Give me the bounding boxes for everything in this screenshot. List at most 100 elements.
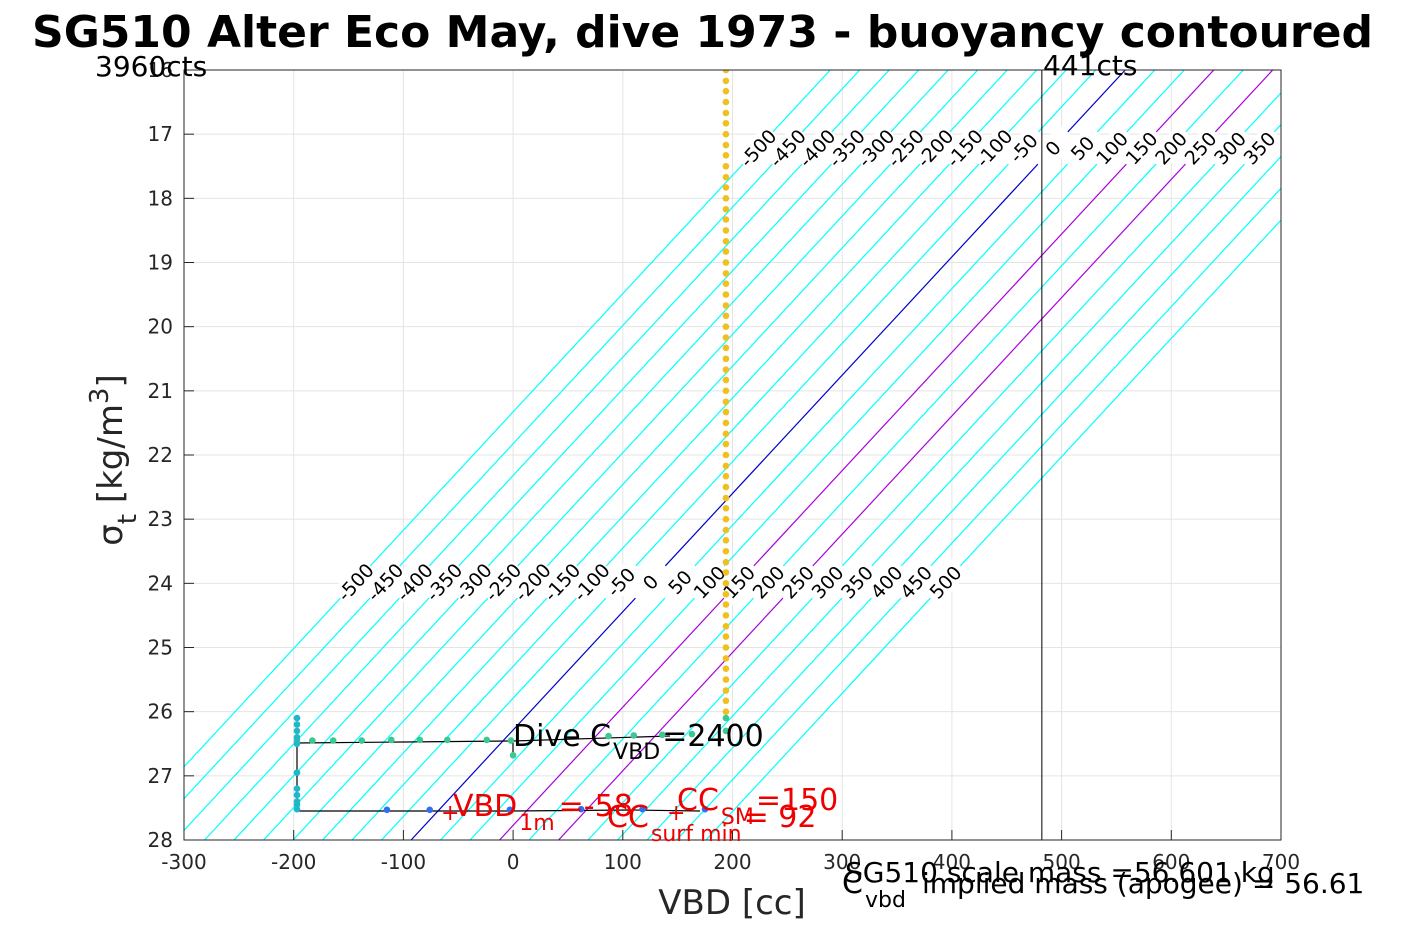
vbd-1m-annotation: VBD1m =-58 xyxy=(453,789,633,836)
data-point xyxy=(722,714,730,722)
y-tick-label: 16 xyxy=(148,58,173,82)
data-point xyxy=(722,109,730,117)
data-point xyxy=(293,721,301,728)
data-point xyxy=(722,483,730,491)
data-point xyxy=(293,727,301,735)
contour-label-bg xyxy=(863,558,910,606)
x-tick-label: -300 xyxy=(161,850,206,874)
y-tick-label: 25 xyxy=(148,636,173,660)
data-point xyxy=(722,494,730,502)
data-point xyxy=(722,280,730,287)
x-tick-label: 300 xyxy=(823,850,861,874)
contour-label-bg xyxy=(656,558,703,606)
dive-c-label: Dive C xyxy=(513,719,611,754)
contour-label-bg xyxy=(597,558,644,606)
data-point xyxy=(605,732,612,740)
contour-label-bg xyxy=(361,558,408,606)
data-point xyxy=(722,727,730,735)
data-point xyxy=(722,87,730,95)
cc-surf-sub: surf min xyxy=(651,822,742,847)
data-point xyxy=(722,612,730,619)
data-point xyxy=(293,714,301,722)
contour-label-bg xyxy=(1147,124,1194,172)
data-point xyxy=(722,419,730,427)
c-vbd-label: Cvbd xyxy=(842,866,906,913)
data-point xyxy=(722,569,730,576)
data-point xyxy=(309,737,316,744)
contour-label-bg xyxy=(686,558,733,606)
data-point xyxy=(722,408,730,416)
data-point xyxy=(722,227,730,234)
contour-label-bg xyxy=(1059,124,1106,172)
data-point xyxy=(722,195,730,202)
vbd-1m-sub: 1m xyxy=(519,811,554,836)
chart-title: SG510 Alter Eco May, dive 1973 - buoyanc… xyxy=(32,7,1373,58)
contour-line xyxy=(528,70,1244,840)
x-tick-label: 0 xyxy=(507,850,520,874)
contour-label-bg xyxy=(804,558,851,606)
data-point xyxy=(507,737,515,744)
cc-surf-annotation: CCsurf min= 92 xyxy=(607,800,816,847)
data-point xyxy=(722,152,730,159)
y-tick-label: 26 xyxy=(148,700,173,724)
data-point xyxy=(416,736,424,744)
contour-line xyxy=(292,70,1008,840)
contour-label-bg xyxy=(823,124,870,172)
y-axis-label-symbol: σ xyxy=(91,524,131,546)
data-point xyxy=(293,785,301,792)
data-point xyxy=(722,366,730,373)
data-point xyxy=(722,119,730,127)
data-point xyxy=(722,644,730,651)
c-vbd-text: C xyxy=(842,866,863,901)
axis-ticks: -300 -200 -100 0 100 200 300 400 500 600 700 16 17 18… xyxy=(148,58,1301,874)
contour-line xyxy=(381,70,1097,840)
data-point xyxy=(509,752,517,759)
contour-lines xyxy=(184,70,1281,840)
contour-label-bg xyxy=(332,558,379,606)
contour-label-bg xyxy=(568,558,615,606)
data-point xyxy=(722,526,730,534)
contour-line xyxy=(351,70,1067,840)
data-point xyxy=(722,355,730,363)
data-points xyxy=(293,70,730,814)
top-right-count-label: 441cts xyxy=(1043,49,1137,82)
data-point xyxy=(722,590,730,598)
data-point xyxy=(722,398,730,406)
cc-surf-label: CC xyxy=(607,800,649,835)
data-point xyxy=(722,515,730,523)
data-point xyxy=(722,558,730,566)
contour-label-bg xyxy=(970,124,1017,172)
cc-sm-value: =150 xyxy=(756,783,838,818)
data-point xyxy=(388,736,395,744)
data-point xyxy=(722,676,730,683)
c-vbd-sub: vbd xyxy=(865,888,906,913)
contour-line xyxy=(204,70,920,840)
data-point xyxy=(722,302,730,309)
cc-sm-marker: + xyxy=(667,801,685,826)
data-point xyxy=(722,687,730,694)
contour-label-bg xyxy=(627,558,674,606)
data-point xyxy=(358,737,366,744)
data-point xyxy=(722,323,730,330)
data-point xyxy=(630,732,638,739)
data-point xyxy=(639,805,646,813)
contour-line xyxy=(184,70,831,768)
y-tick-label: 18 xyxy=(148,186,173,210)
vbd-1m-label: VBD xyxy=(453,789,517,824)
x-tick-label: 100 xyxy=(604,850,642,874)
y-tick-label: 21 xyxy=(148,379,173,403)
contour-label-bg xyxy=(391,558,438,606)
y-tick-label: 28 xyxy=(148,828,173,852)
x-tick-label: 500 xyxy=(1043,850,1081,874)
y-tick-label: 23 xyxy=(148,507,173,531)
data-point xyxy=(722,580,730,587)
data-point xyxy=(722,440,730,448)
data-point xyxy=(722,537,730,544)
y-tick-label: 22 xyxy=(148,443,173,467)
contour-label-bg xyxy=(734,124,781,172)
contour-label-bg xyxy=(1118,124,1165,172)
data-point xyxy=(293,791,301,799)
data-point xyxy=(722,259,730,266)
contour-label-bg xyxy=(833,558,880,606)
data-point xyxy=(688,730,696,738)
